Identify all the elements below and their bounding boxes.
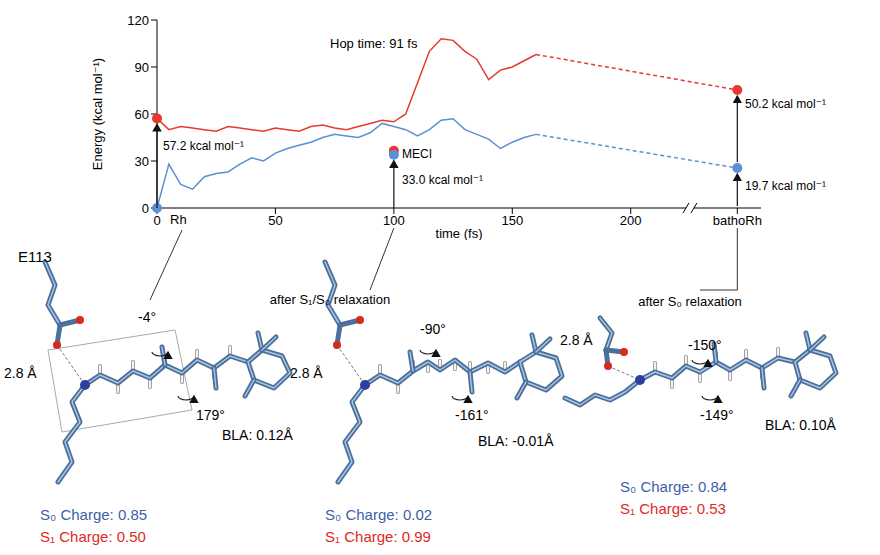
svg-text:57.2 kcal mol⁻¹: 57.2 kcal mol⁻¹ [163,139,244,153]
svg-text:MECI: MECI [402,147,432,161]
svg-text:Hop time: 91 fs: Hop time: 91 fs [330,36,418,51]
svg-text:after S₀ relaxation: after S₀ relaxation [638,294,742,309]
svg-text:200: 200 [620,213,642,228]
svg-text:BLA: 0.10Å: BLA: 0.10Å [765,417,836,433]
svg-text:S₁ Charge: 0.50: S₁ Charge: 0.50 [40,528,146,545]
svg-text:120: 120 [127,13,149,28]
svg-text:-150°: -150° [688,337,722,353]
svg-text:BLA: -0.01Å: BLA: -0.01Å [478,433,554,449]
svg-text:30: 30 [135,154,149,169]
svg-text:33.0 kcal mol⁻¹: 33.0 kcal mol⁻¹ [402,173,483,187]
svg-text:S₀ Charge: 0.02: S₀ Charge: 0.02 [325,506,432,523]
svg-text:0: 0 [153,213,160,228]
svg-text:-149°: -149° [700,407,734,423]
svg-text:0: 0 [142,201,149,216]
svg-text:-90°: -90° [420,321,446,337]
svg-text:50: 50 [268,213,282,228]
svg-text:Energy (kcal mol⁻¹): Energy (kcal mol⁻¹) [90,58,105,170]
svg-text:19.7 kcal mol⁻¹: 19.7 kcal mol⁻¹ [745,179,826,193]
svg-text:S₁ Charge: 0.99: S₁ Charge: 0.99 [325,528,431,545]
svg-text:S₁ Charge: 0.53: S₁ Charge: 0.53 [620,500,726,517]
svg-text:150: 150 [501,213,523,228]
svg-text:bathoRh: bathoRh [713,213,762,228]
svg-text:-4°: -4° [138,309,156,325]
svg-text:50.2 kcal mol⁻¹: 50.2 kcal mol⁻¹ [745,97,826,111]
svg-text:S₀ Charge: 0.84: S₀ Charge: 0.84 [620,478,727,495]
svg-text:100: 100 [383,213,405,228]
svg-text:E113: E113 [18,248,52,265]
svg-text:2.8 Å: 2.8 Å [560,332,593,348]
svg-text:-161°: -161° [455,407,489,423]
svg-text:S₀ Charge: 0.85: S₀ Charge: 0.85 [40,506,147,523]
svg-text:2.8 Å: 2.8 Å [290,365,323,381]
svg-text:Rh: Rh [170,212,187,227]
svg-text:179°: 179° [196,407,225,423]
svg-text:60: 60 [135,107,149,122]
svg-text:time (fs): time (fs) [436,226,483,240]
svg-text:BLA: 0.12Å: BLA: 0.12Å [222,427,293,443]
svg-text:after S₁/S₀ relaxation: after S₁/S₀ relaxation [270,292,390,307]
svg-text:90: 90 [135,60,149,75]
svg-text:2.8 Å: 2.8 Å [4,365,37,381]
